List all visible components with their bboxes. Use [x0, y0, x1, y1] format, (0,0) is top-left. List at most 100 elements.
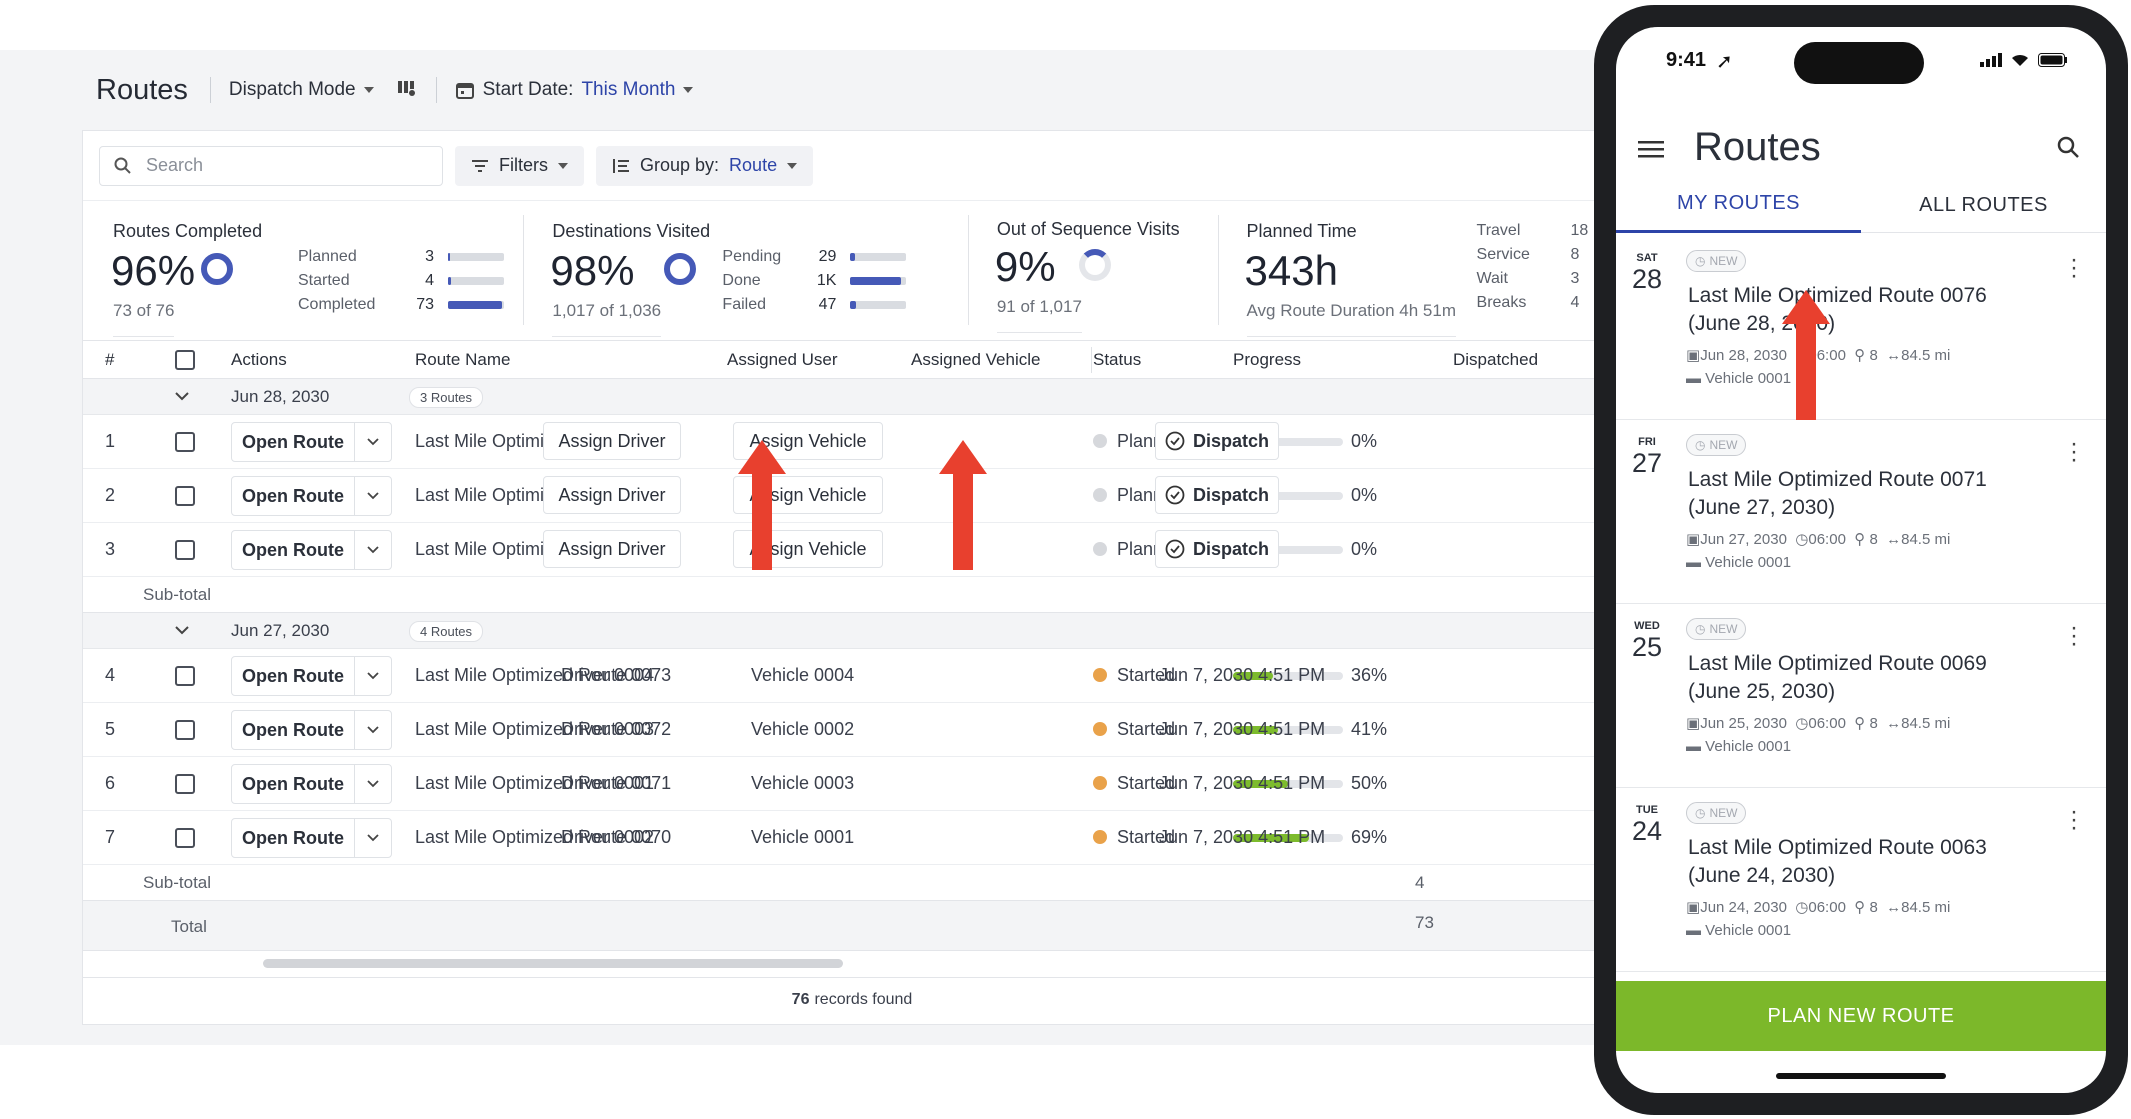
pin-icon: ⚲ [1854, 531, 1866, 548]
col-header-route-name[interactable]: Route Name [415, 349, 511, 369]
select-all-checkbox[interactable] [175, 349, 195, 370]
card-day-number: 24 [1631, 816, 1663, 846]
table-row[interactable]: 3 Open Route Last Mile Optimized Route 0… [83, 523, 1621, 577]
start-date-value: This Month [581, 79, 676, 100]
open-route-split-button[interactable]: Open Route [231, 422, 392, 462]
dispatch-button[interactable]: Dispatch [1155, 530, 1279, 568]
assign-driver-button[interactable]: Assign Driver [543, 530, 681, 568]
card-date: Jun 28, 2030 [1700, 347, 1787, 364]
col-header-dispatched[interactable]: Dispatched [1453, 349, 1539, 369]
group-header[interactable]: Jun 28, 2030 3 Routes [83, 379, 1621, 415]
row-name: Failed [722, 296, 766, 313]
table-row[interactable]: 6 Open Route Last Mile Optimized Route 0… [83, 757, 1621, 811]
route-card[interactable]: SAT 28 ◷ NEW Last Mile Optimized Route 00… [1616, 234, 2106, 420]
row-checkbox[interactable] [175, 774, 195, 794]
chevron-down-icon[interactable] [355, 834, 391, 842]
records-suffix: records found [814, 990, 913, 1008]
row-checkbox[interactable] [175, 828, 195, 848]
open-route-split-button[interactable]: Open Route [231, 764, 392, 804]
donut-icon [201, 253, 233, 285]
new-badge: ◷ NEW [1686, 618, 1747, 640]
open-route-button[interactable]: Open Route [232, 711, 355, 749]
route-card[interactable]: TUE 24 ◷ NEW Last Mile Optimized Route 00… [1616, 786, 2106, 972]
open-route-split-button[interactable]: Open Route [231, 530, 392, 570]
horizontal-scrollbar[interactable] [263, 959, 843, 968]
row-checkbox[interactable] [175, 486, 195, 506]
chevron-down-icon[interactable] [355, 546, 391, 554]
calendar-icon: ▣ [1686, 531, 1701, 548]
scrollbar-track [83, 951, 1621, 977]
tab-all-routes[interactable]: ALL ROUTES [1919, 193, 2048, 216]
col-header-status[interactable]: Status [1093, 349, 1142, 369]
chevron-down-icon[interactable] [175, 391, 189, 401]
open-route-split-button[interactable]: Open Route [231, 656, 392, 696]
group-date: Jun 28, 2030 [231, 387, 330, 406]
plan-new-route-button[interactable]: PLAN NEW ROUTE [1616, 981, 2106, 1051]
open-route-split-button[interactable]: Open Route [231, 476, 392, 516]
tab-my-routes[interactable]: MY ROUTES [1616, 177, 1861, 233]
more-options-icon[interactable]: · · · [2070, 430, 2078, 473]
route-name[interactable]: Last Mile Optimized Route 0072 [415, 719, 672, 739]
row-checkbox[interactable] [175, 666, 195, 686]
col-header-progress[interactable]: Progress [1233, 349, 1302, 369]
chevron-down-icon[interactable] [355, 780, 391, 788]
open-route-button[interactable]: Open Route [232, 765, 355, 803]
assign-driver-button[interactable]: Assign Driver [543, 476, 681, 514]
open-route-button[interactable]: Open Route [232, 477, 355, 515]
group-header[interactable]: Jun 27, 2030 4 Routes [83, 613, 1621, 649]
route-name[interactable]: Last Mile Optimized Route 0073 [415, 665, 672, 685]
route-name[interactable]: Last Mile Optimized Route 0070 [415, 827, 672, 847]
row-checkbox[interactable] [175, 540, 195, 560]
dispatch-button[interactable]: Dispatch [1155, 476, 1279, 514]
dispatch-button[interactable]: Dispatch [1155, 422, 1279, 460]
chevron-down-icon[interactable] [175, 625, 189, 635]
new-label: NEW [1709, 622, 1738, 636]
more-options-icon[interactable]: · · · [2070, 246, 2078, 289]
col-header-actions[interactable]: Actions [231, 349, 287, 369]
table-row[interactable]: 4 Open Route Last Mile Optimized Route 0… [83, 649, 1621, 703]
more-options-icon[interactable]: · · · [2070, 614, 2078, 657]
status-dot-icon [1093, 830, 1107, 844]
assign-driver-button[interactable]: Assign Driver [543, 422, 681, 460]
row-value: 4 [425, 272, 434, 289]
clock-icon: ◷ [1795, 715, 1809, 732]
route-card[interactable]: FRI 27 ◷ NEW Last Mile Optimized Route 00… [1616, 418, 2106, 604]
row-checkbox[interactable] [175, 720, 195, 740]
open-route-button[interactable]: Open Route [232, 531, 355, 569]
row-checkbox[interactable] [175, 432, 195, 452]
route-name[interactable]: Last Mile Optimized Route 0071 [415, 773, 672, 793]
chevron-down-icon[interactable] [355, 726, 391, 734]
table-row[interactable]: 5 Open Route Last Mile Optimized Route 0… [83, 703, 1621, 757]
open-route-button[interactable]: Open Route [232, 423, 355, 461]
columns-settings-icon[interactable] [396, 78, 416, 103]
table-row[interactable]: 2 Open Route Last Mile Optimized Route 0… [83, 469, 1621, 523]
table-row[interactable]: 1 Open Route Last Mile Optimized Route 0… [83, 415, 1621, 469]
dispatch-mode-dropdown[interactable]: Dispatch Mode [229, 79, 374, 101]
menu-icon[interactable] [1638, 139, 1664, 159]
progress-value: 0% [1351, 485, 1378, 505]
group-by-button[interactable]: Group by: Route [596, 145, 814, 186]
row-name: Service [1476, 246, 1530, 263]
chevron-down-icon[interactable] [355, 492, 391, 500]
row-bar [850, 301, 907, 309]
search-icon[interactable] [2056, 135, 2080, 159]
kpi-out-of-sequence: Out of Sequence Visits 9% 91 of 1,017 [967, 201, 1217, 340]
table-body: Jun 28, 2030 3 Routes 1 Open Route Last … [83, 379, 1621, 901]
route-card[interactable]: WED 25 ◷ NEW Last Mile Optimized Route 00… [1616, 602, 2106, 788]
col-header-assigned-vehicle[interactable]: Assigned Vehicle [911, 349, 1041, 369]
open-route-split-button[interactable]: Open Route [231, 710, 392, 750]
chevron-down-icon[interactable] [355, 672, 391, 680]
open-route-split-button[interactable]: Open Route [231, 818, 392, 858]
filters-button[interactable]: Filters [455, 145, 584, 186]
open-route-button[interactable]: Open Route [232, 657, 355, 695]
start-date-dropdown[interactable]: Start Date: This Month [455, 79, 694, 101]
search-input[interactable]: Search [99, 145, 443, 186]
chevron-down-icon[interactable] [355, 438, 391, 446]
more-options-icon[interactable]: · · · [2070, 798, 2078, 841]
row-value: 1K [816, 272, 837, 289]
assigned-vehicle: Vehicle 0003 [751, 773, 855, 793]
open-route-button[interactable]: Open Route [232, 819, 355, 857]
card-title: Last Mile Optimized Route 0069 (June 25,… [1688, 652, 1987, 703]
col-header-assigned-user[interactable]: Assigned User [727, 349, 838, 369]
table-row[interactable]: 7 Open Route Last Mile Optimized Route 0… [83, 811, 1621, 865]
